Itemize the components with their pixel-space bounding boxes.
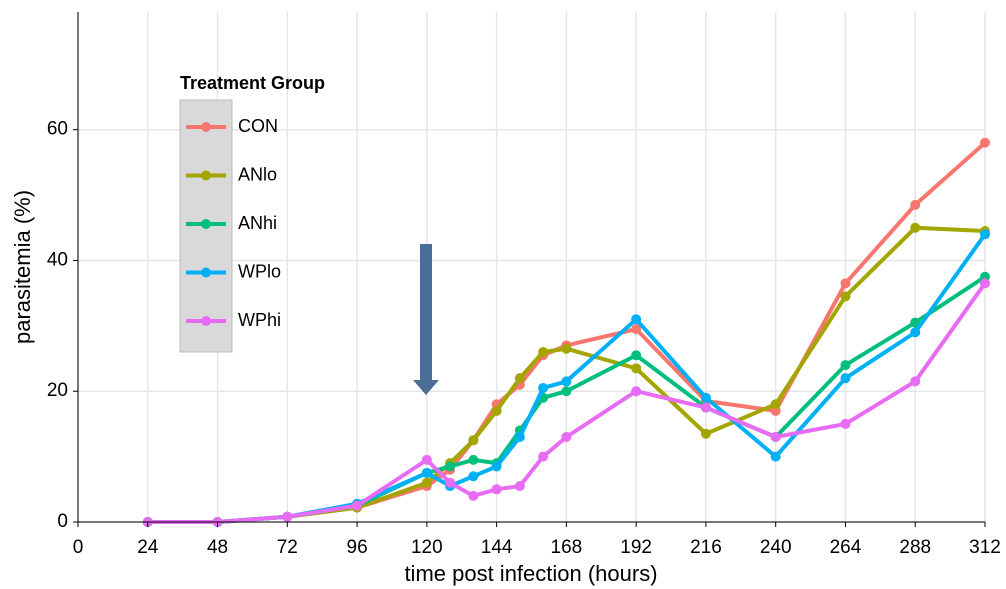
data-point [445, 477, 456, 488]
x-tick-label: 240 [760, 537, 792, 558]
legend: Treatment Group CON ANlo ANhi WPlo WPhi [179, 73, 325, 353]
data-point [980, 229, 990, 240]
x-tick-label: 120 [411, 537, 443, 558]
y-tick-label: 40 [47, 249, 68, 270]
data-point [840, 278, 851, 289]
x-tick-label: 168 [551, 537, 583, 558]
data-point [468, 471, 479, 482]
data-point [631, 314, 642, 325]
x-tick-label: 0 [73, 537, 84, 558]
data-point [538, 451, 549, 462]
data-point [352, 500, 363, 511]
data-point [980, 137, 990, 148]
data-point [491, 405, 502, 416]
data-point [514, 481, 525, 492]
data-point [631, 324, 642, 335]
x-tick-label: 144 [481, 537, 513, 558]
data-point [910, 376, 921, 387]
data-point [468, 454, 479, 465]
data-point [421, 477, 432, 488]
data-point [700, 428, 711, 439]
x-tick-label: 264 [830, 537, 862, 558]
legend-swatch-point [201, 267, 211, 278]
data-point [491, 461, 502, 472]
y-axis-label: parasitemia (%) [10, 190, 35, 344]
data-point [840, 360, 851, 371]
data-point [468, 435, 479, 446]
x-axis-label: time post infection (hours) [404, 561, 657, 586]
data-point [631, 386, 642, 397]
data-point [910, 199, 921, 210]
legend-swatch-point [201, 170, 211, 181]
y-tick-label: 20 [47, 380, 68, 401]
data-point [631, 363, 642, 374]
data-point [445, 461, 456, 472]
data-point [910, 327, 921, 338]
data-point [840, 418, 851, 429]
legend-label: ANlo [238, 164, 277, 184]
data-point [491, 484, 502, 495]
x-tick-label: 96 [347, 537, 368, 558]
legend-label: WPhi [238, 310, 281, 330]
data-point [561, 376, 572, 387]
legend-swatch-point [201, 219, 211, 229]
legend-label: WPlo [238, 261, 281, 281]
legend-label: CON [238, 116, 278, 136]
data-point [514, 432, 525, 442]
legend-label: ANhi [238, 213, 277, 233]
lines [142, 137, 990, 527]
x-tick-label: 48 [207, 537, 228, 558]
data-point [770, 399, 781, 410]
data-point [770, 451, 781, 462]
data-point [514, 373, 525, 384]
data-point [840, 373, 851, 384]
x-tick-label: 312 [969, 537, 1001, 558]
data-point [631, 350, 642, 361]
legend-swatch-point [201, 316, 211, 326]
y-tick-label: 60 [47, 119, 68, 140]
data-point [840, 291, 851, 302]
legend-swatch-point [201, 122, 211, 132]
treatment-arrow [413, 244, 439, 395]
data-point [282, 511, 293, 522]
data-point [700, 402, 711, 413]
data-point [421, 467, 432, 478]
x-tick-label: 288 [899, 537, 931, 558]
data-point [770, 432, 781, 442]
data-point [910, 317, 921, 328]
y-tick-label: 0 [57, 511, 68, 532]
data-point [421, 454, 432, 465]
data-point [561, 432, 572, 442]
data-point [538, 347, 549, 357]
data-point [910, 222, 921, 233]
data-point [561, 386, 572, 397]
data-point [538, 382, 549, 393]
data-point [561, 343, 572, 354]
x-tick-label: 216 [690, 537, 722, 558]
x-tick-label: 192 [620, 537, 652, 558]
data-point [700, 392, 711, 403]
data-point [468, 490, 479, 501]
data-point [980, 278, 990, 289]
legend-title: Treatment Group [180, 73, 325, 93]
x-tick-label: 24 [137, 537, 159, 558]
x-tick-label: 72 [277, 537, 298, 558]
